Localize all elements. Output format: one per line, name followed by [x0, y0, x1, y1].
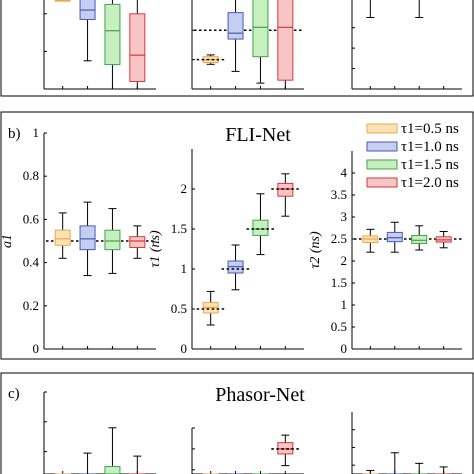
y-axis-label: τ2 (ns)	[308, 231, 323, 269]
y-tick-label: 1	[341, 297, 348, 312]
y-tick-label: 3.5	[331, 439, 347, 454]
y-tick-label: 1.5	[171, 462, 187, 474]
panel-a-frame	[0, 0, 474, 97]
legend-label-s10: τ1=1.0 ns	[401, 139, 459, 155]
subplot-b-2: 0 0.5 1 1.5 2 τ1 (ns)	[148, 149, 304, 356]
subplot-b-3: 0 0.5 1 1.5 2 2.5 3 3.5 4 τ2 (ns)	[308, 151, 462, 356]
box-s15	[411, 234, 428, 244]
box-s15	[252, 219, 269, 236]
y-tick-label: 0.5	[171, 52, 187, 67]
subplot-c-2: 2.5 2 1.5	[171, 420, 304, 474]
y-tick-label: 0.8	[23, 414, 39, 429]
box-s20	[277, 0, 294, 81]
y-tick-label: 0.5	[331, 61, 347, 76]
y-tick-label: 2.5	[171, 420, 187, 435]
y-tick-label: 4	[341, 165, 348, 180]
y-axis-label: τ1 (ns)	[148, 230, 163, 268]
box-s20	[129, 13, 146, 82]
y-tick-label: 0	[181, 341, 188, 356]
subplot-a-2: 00.51	[171, 0, 304, 96]
y-tick-label: 3	[341, 209, 348, 224]
y-tick-label: 1	[341, 40, 348, 55]
y-tick-label: 1	[181, 261, 188, 276]
plots-layer: 00.20.400.5100.511.500.20.40.60.81a100.5…	[0, 0, 462, 474]
y-tick-label: 2	[181, 441, 188, 456]
box-s05	[54, 229, 71, 246]
panel-b-title: FLI-Net	[225, 124, 291, 146]
y-tick-label: 1.5	[331, 20, 347, 35]
y-tick-label: 0.4	[23, 6, 40, 21]
box-s15	[104, 466, 121, 474]
y-tick-label: 2.5	[331, 231, 347, 246]
y-tick-label: 1	[33, 125, 40, 140]
y-tick-label: 0.2	[23, 298, 39, 313]
box-s15	[104, 3, 121, 66]
subplot-c-1: 1 0.8 0.6	[23, 384, 156, 474]
y-tick-label: 0.6	[23, 444, 40, 459]
panel-b-label: b)	[8, 126, 21, 142]
y-tick-label: 2	[341, 253, 348, 268]
box-s15	[252, 0, 269, 58]
y-tick-label: 2	[181, 181, 188, 196]
y-tick-label: 0.4	[23, 255, 40, 270]
y-tick-label: 1.5	[331, 275, 347, 290]
legend-swatch-s05	[366, 123, 398, 134]
box-s10	[79, 225, 96, 251]
y-tick-label: 0.6	[23, 211, 40, 226]
y-tick-label: 0	[33, 81, 40, 96]
legend-swatch-s20	[366, 177, 398, 188]
panel-c-title: Phasor-Net	[215, 384, 305, 406]
y-tick-label: 0.2	[23, 43, 39, 58]
box-s20	[277, 442, 294, 455]
box-s20	[277, 182, 294, 197]
legend-label-s15: τ1=1.5 ns	[401, 157, 459, 173]
y-tick-label: 0	[33, 341, 40, 356]
panel-c-frame	[0, 372, 474, 474]
y-tick-label: 1	[181, 22, 188, 37]
y-tick-label: 0	[341, 81, 348, 96]
legend: τ1=0.5 ns τ1=1.0 ns τ1=1.5 ns τ1=2.0 ns	[366, 121, 459, 191]
y-tick-label: 0	[341, 341, 348, 356]
y-tick-label: 0	[181, 81, 188, 96]
box-s15	[104, 229, 121, 251]
legend-label-s20: τ1=2.0 ns	[401, 175, 459, 191]
panel-b-frame	[0, 111, 474, 360]
box-s20	[129, 236, 146, 248]
y-tick-label: 3.5	[331, 187, 347, 202]
y-tick-label: 1.5	[171, 221, 187, 236]
legend-label-s05: τ1=0.5 ns	[401, 121, 459, 137]
y-tick-label: 4	[341, 422, 348, 437]
legend-swatch-s10	[366, 141, 398, 152]
legend-swatch-s15	[366, 159, 398, 170]
subplot-a-1: 0 0.2 0.4	[23, 0, 156, 96]
subplot-b-1: 0 0.2 0.4 0.6 0.8 1 a1	[0, 125, 156, 356]
y-tick-label: 0.5	[331, 319, 347, 334]
box-s10	[227, 12, 244, 40]
subplot-c-3: 43.53	[331, 412, 462, 474]
panel-c-label: c)	[8, 386, 20, 402]
y-tick-label: 3	[341, 457, 348, 472]
y-tick-label: 0.8	[23, 168, 39, 183]
y-axis-label: a1	[0, 234, 15, 248]
y-tick-label: 1	[33, 384, 40, 399]
subplot-a-3: 0 0.5 1 1.5	[331, 0, 462, 96]
y-tick-label: 0.5	[171, 301, 187, 316]
box-s10	[386, 231, 403, 243]
